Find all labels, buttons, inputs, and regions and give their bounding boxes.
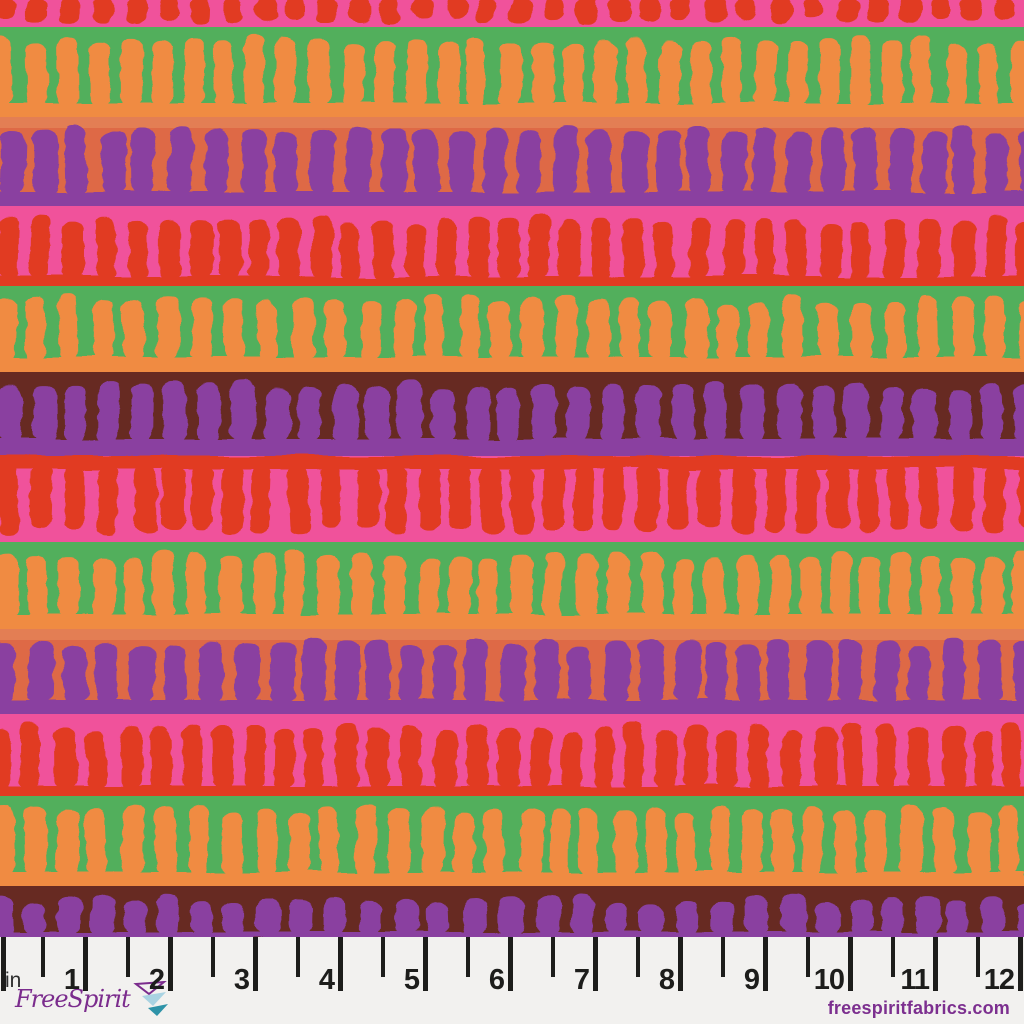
fabric-row-green-orange <box>0 796 1024 889</box>
ruler-inch-tick <box>677 937 683 991</box>
ruler-half-tick <box>975 937 980 977</box>
ruler-inch-tick <box>592 937 598 991</box>
fabric-row-salmon-purple <box>0 117 1024 209</box>
fabric-row-brown-purple <box>0 372 1024 459</box>
ruler-half-tick <box>550 937 555 977</box>
ruler-inch-tick <box>1 937 6 991</box>
fabric-row-pink-red <box>0 714 1024 799</box>
ruler-number: 12 <box>983 964 1015 996</box>
ruler-inch-tick <box>82 937 88 991</box>
fabric-row-green-orange <box>0 286 1024 375</box>
ruler-number: 4 <box>318 964 335 996</box>
ruler-half-tick <box>805 937 810 977</box>
ruler-half-tick <box>295 937 300 977</box>
ruler-inch-tick <box>762 937 768 991</box>
ruler-half-tick <box>40 937 45 977</box>
ruler-number: 6 <box>488 964 505 996</box>
ruler-half-tick <box>380 937 385 977</box>
fabric-row-pink-red <box>0 0 1024 29</box>
ruler-half-tick <box>890 937 895 977</box>
fabric-row-green-orange <box>0 542 1024 632</box>
ruler-number: 3 <box>233 964 250 996</box>
ruler-inch-tick <box>1017 937 1023 991</box>
fabric-row-pink-red <box>0 456 1024 544</box>
ruler-inch-tick <box>422 937 428 991</box>
fabric-row-salmon-purple <box>0 629 1024 717</box>
ruler-half-tick <box>720 937 725 977</box>
ruler-number: 7 <box>573 964 590 996</box>
ruler-number: 8 <box>658 964 675 996</box>
ruler-half-tick <box>125 937 130 977</box>
ruler-inch-tick <box>337 937 343 991</box>
freespirit-logo: FreeSpirit <box>15 981 170 1017</box>
ruler-number: 5 <box>403 964 420 996</box>
ruler-number: 2 <box>148 964 165 996</box>
ruler-number: 10 <box>813 964 845 996</box>
ruler-inch-tick <box>167 937 173 991</box>
ruler-inch-tick <box>932 937 938 991</box>
ruler-half-tick <box>210 937 215 977</box>
freespirit-logo-text: FreeSpirit <box>15 985 131 1013</box>
fabric-row-brown-purple <box>0 886 1024 937</box>
ruler-half-tick <box>465 937 470 977</box>
fabric-pattern <box>0 0 1024 937</box>
ruler-unit-label: in <box>5 969 22 992</box>
ruler-number: 1 <box>63 964 80 996</box>
fabric-row-pink-red <box>0 206 1024 289</box>
website-url: freespiritfabrics.com <box>827 998 1010 1018</box>
ruler-number: 11 <box>900 964 930 996</box>
ruler-inch-tick <box>252 937 258 991</box>
ruler-inch-tick <box>507 937 513 991</box>
fabric-row-green-orange <box>0 27 1024 120</box>
ruler-number: 9 <box>743 964 760 996</box>
ruler-half-tick <box>635 937 640 977</box>
ruler-inch-tick <box>847 937 853 991</box>
freespirit-sail-icon <box>133 981 168 1016</box>
